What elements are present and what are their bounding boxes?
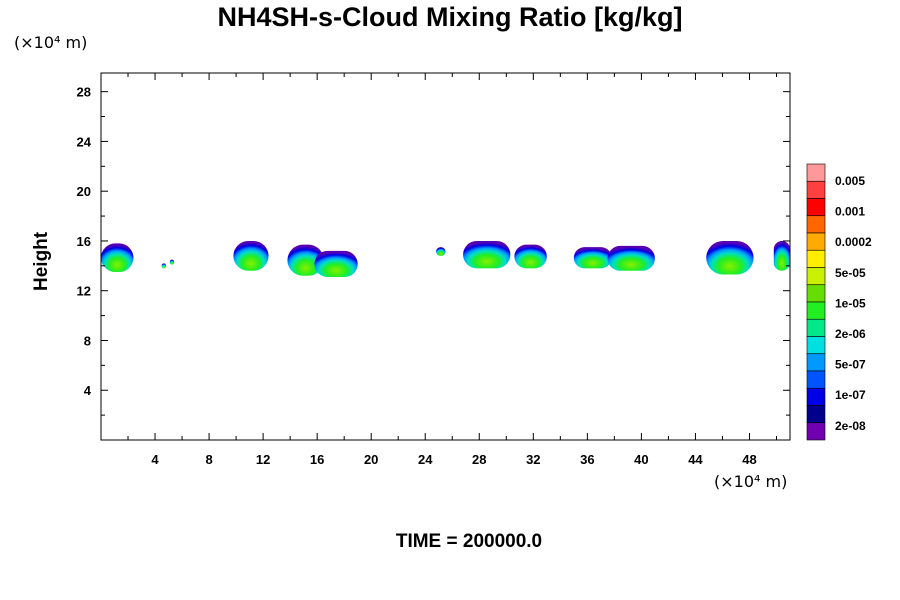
colorbar: 0.005 0.001 0.0002 5e-05 1e-05 2e-06 5e-07 1e-0… [806,163,872,441]
colorbar-cell [806,370,826,389]
cloud-region-3 [169,259,174,265]
y-tick-label: 20 [77,184,91,199]
colorbar-cell [806,198,826,217]
x-tick-label: 40 [634,452,648,467]
colorbar-label: 0.001 [835,205,865,219]
x-tick-label: 36 [580,452,594,467]
cloud-region-13 [773,240,790,271]
y-axis-unit: (×10⁴ m) [14,33,88,52]
x-tick-label: 4 [151,452,159,467]
x-axis-unit: (×10⁴ m) [714,472,788,491]
time-label: TIME = 200000.0 [395,531,543,552]
x-tick-label: 44 [688,452,703,467]
colorbar-cell [806,405,826,424]
x-tick-label: 48 [742,452,756,467]
x-tick-label: 12 [256,452,270,467]
y-tick-label: 28 [77,85,91,100]
colorbar-label: 0.005 [835,174,865,188]
cloud-region-12 [706,240,754,275]
colorbar-cell [806,318,826,337]
colorbar-label: 2e-06 [835,327,866,341]
cloud-region-7 [436,247,446,256]
cloud-region-8 [463,240,511,269]
y-tick-label: 4 [84,383,92,398]
colorbar-label: 5e-07 [835,358,866,372]
x-tick-label: 8 [205,452,212,467]
y-tick-label: 8 [84,333,91,348]
colorbar-cell [806,422,826,441]
colorbar-cell [806,284,826,303]
plot-frame [100,72,791,441]
x-tick-label: 28 [472,452,486,467]
cloud-region-10 [573,247,612,269]
cloud-region-2 [161,263,166,269]
colorbar-cell [806,232,826,251]
x-tick-label: 16 [310,452,324,467]
cloud-region-5 [287,244,324,276]
y-tick-label: 12 [77,284,91,299]
colorbar-label: 0.0002 [835,235,872,249]
colorbar-cell [806,267,826,286]
colorbar-label: 5e-05 [835,266,866,280]
colorbar-cell [806,336,826,355]
x-tick-label: 32 [526,452,540,467]
colorbar-cell [806,387,826,406]
colorbar-cell [806,353,826,372]
colorbar-label: 1e-05 [835,296,866,310]
colorbar-cell [806,180,826,199]
cloud-region-11 [607,245,655,271]
cloud-region-9 [514,244,547,269]
x-tick-label: 20 [364,452,378,467]
chart-title: NH4SH-s-Cloud Mixing Ratio [kg/kg] [217,2,683,32]
colorbar-cell [806,249,826,268]
y-tick-label: 24 [77,134,92,149]
cloud-region-6 [314,250,358,278]
colorbar-cell [806,215,826,234]
colorbar-label: 2e-08 [835,419,866,433]
x-tick-label: 24 [418,452,433,467]
colorbar-cell [806,163,826,182]
cloud-field [101,240,790,278]
colorbar-cell [806,301,826,320]
cloud-region-1 [101,243,134,273]
colorbar-label: 1e-07 [835,388,866,402]
y-tick-label: 16 [77,234,91,249]
cloud-region-4 [233,240,269,271]
